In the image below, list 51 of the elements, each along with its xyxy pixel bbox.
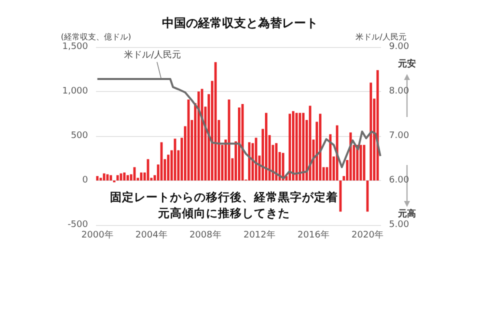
bar <box>319 114 322 180</box>
y-tick-label: 500 <box>70 131 88 141</box>
bar <box>126 175 129 180</box>
bar <box>264 112 268 180</box>
bar <box>275 143 278 180</box>
bar <box>116 175 119 180</box>
bar <box>102 173 106 180</box>
bar <box>100 178 102 180</box>
bar <box>254 138 258 180</box>
bar <box>329 134 332 180</box>
y2-tick-label: 9.00 <box>389 42 410 52</box>
line-series <box>96 78 382 180</box>
x-tick-label: 2016年 <box>298 230 330 240</box>
y2-tick-label: 5.00 <box>389 220 410 230</box>
y-tick-label: 1,000 <box>62 86 88 96</box>
bar <box>238 108 240 180</box>
y2-tick-label: 7.00 <box>389 131 410 141</box>
x-tick-label: 2008年 <box>189 230 222 240</box>
bar <box>292 111 294 180</box>
annotation: 固定レートからの移行後、経常黒字が定着 <box>110 190 338 204</box>
y2-tick-label: 6.00 <box>389 176 410 186</box>
x-tick-label: 2012年 <box>243 230 276 240</box>
bar <box>360 144 362 180</box>
y-tick-label: -500 <box>68 220 88 230</box>
annotation: 元高傾向に推移してきた <box>157 206 290 220</box>
x-tick-label: 2000年 <box>81 230 114 240</box>
bar <box>288 114 292 180</box>
y-tick-label: 0 <box>82 176 88 186</box>
bar <box>197 92 200 180</box>
text: 元高 <box>397 208 416 220</box>
y-axis-title: (経常収支、億ドル) <box>60 32 132 42</box>
bar <box>140 172 142 180</box>
bar <box>362 144 366 180</box>
bar <box>241 104 244 180</box>
y2-axis-title: 米ドル/人民元 <box>356 32 406 42</box>
bar <box>370 82 372 180</box>
y2-tick-label: 8.00 <box>389 86 410 96</box>
bar <box>376 70 379 180</box>
annotation: 米ドル/人民元 <box>124 50 182 60</box>
bar <box>248 142 251 180</box>
bar <box>123 172 126 180</box>
chart-title: 中国の経常収支と為替レート <box>162 16 318 30</box>
bar <box>308 106 312 180</box>
text: 元安 <box>397 58 416 70</box>
bar <box>96 176 99 180</box>
bar <box>295 112 298 180</box>
x-tick-label: 2020年 <box>352 230 384 240</box>
bar <box>302 112 305 180</box>
x-tick-label: 2004年 <box>135 230 168 240</box>
bar <box>110 175 112 180</box>
y-tick-label: 1,500 <box>62 42 88 52</box>
